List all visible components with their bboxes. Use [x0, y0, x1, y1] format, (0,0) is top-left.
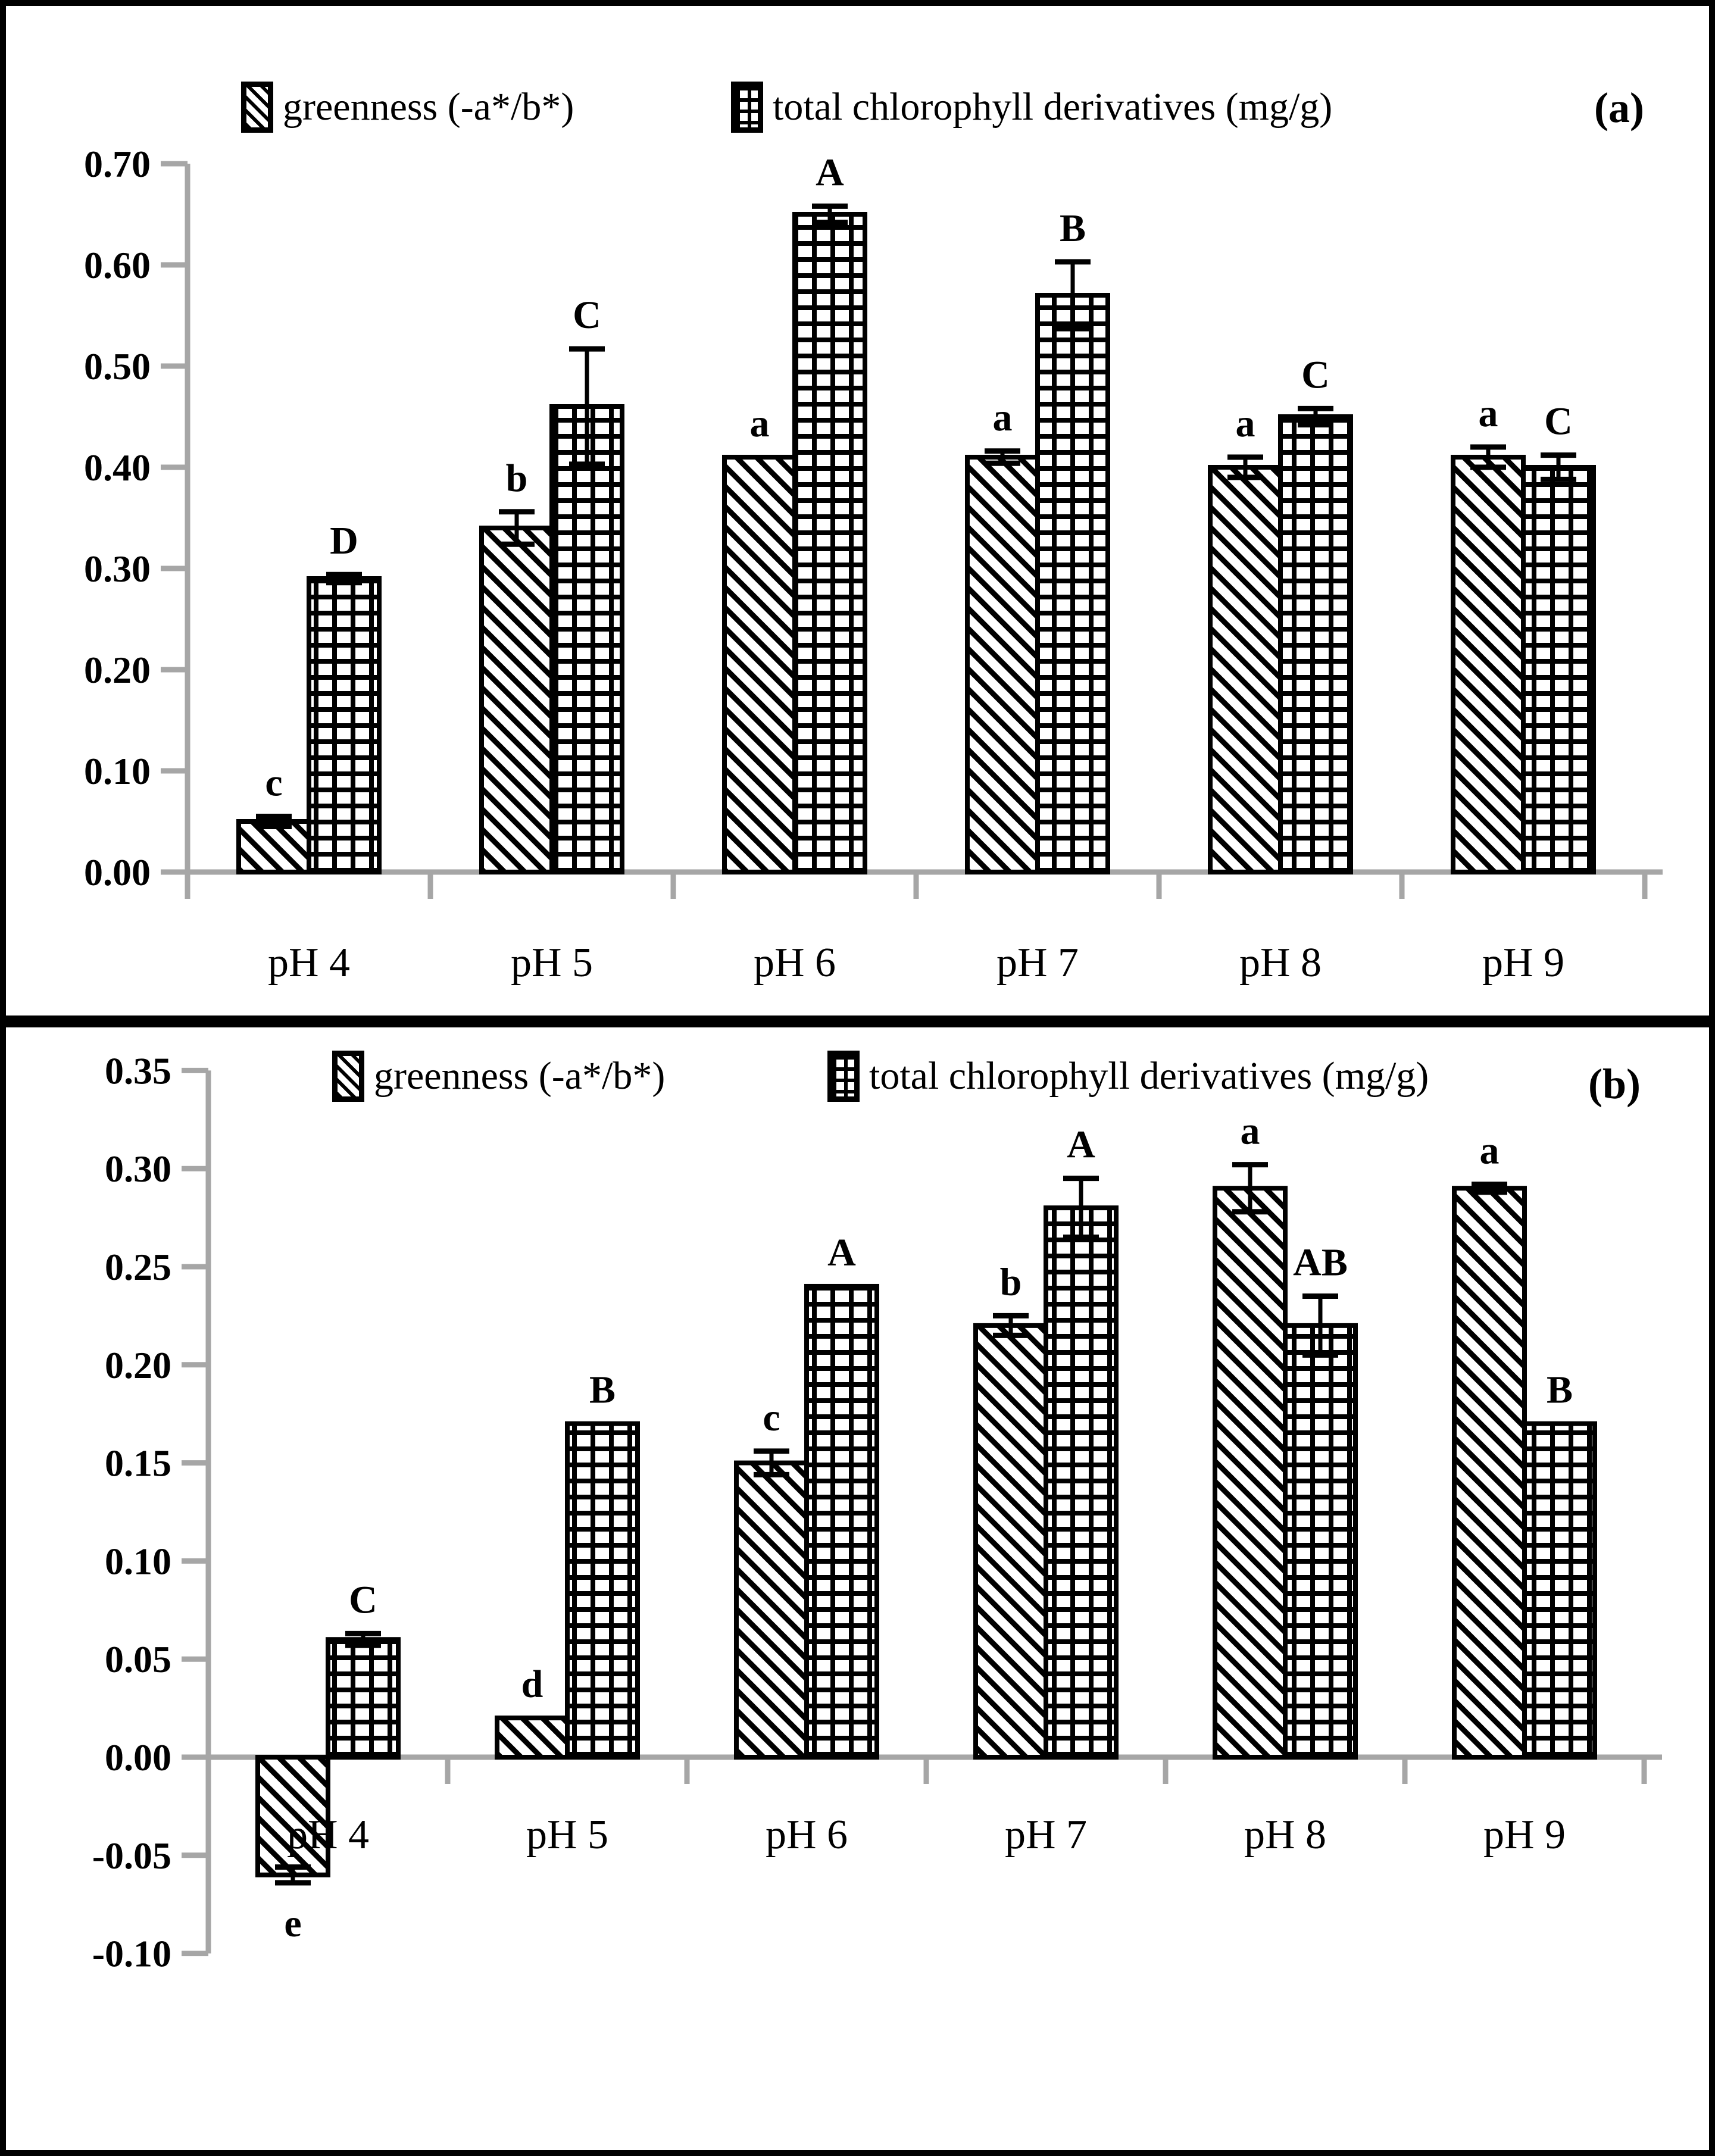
category-label: pH 8 [1244, 1812, 1326, 1858]
bar [965, 455, 1040, 874]
y-tick-label: 0.00 [84, 851, 151, 893]
significance-letter: C [573, 293, 601, 337]
significance-letter: B [1060, 207, 1086, 250]
bar [1044, 1205, 1119, 1760]
y-tick-label: 0.10 [84, 750, 151, 792]
significance-letter: a [993, 396, 1013, 439]
bar [1283, 1323, 1358, 1760]
y-tick-label: -0.10 [92, 1933, 171, 1975]
significance-letter: e [284, 1902, 301, 1945]
bar [722, 455, 797, 874]
y-tick-label: 0.40 [84, 446, 151, 489]
grid-hatch-swatch-icon [827, 1051, 860, 1102]
significance-letter: c [763, 1396, 780, 1439]
legend-item-greenness-a: greenness (-a*/b*) [241, 82, 574, 133]
y-tick-label: 0.10 [105, 1540, 171, 1582]
bar [479, 526, 554, 874]
y-tick-label: 0.30 [105, 1148, 171, 1190]
category-label: pH 4 [268, 940, 350, 986]
category-label: pH 7 [1005, 1812, 1087, 1858]
significance-letter: b [1000, 1260, 1022, 1304]
legend-item-greenness-b: greenness (-a*/b*) [332, 1051, 665, 1102]
category-label: pH 4 [287, 1812, 369, 1858]
legend-item-chlorophyll-b: total chlorophyll derivatives (mg/g) [827, 1051, 1429, 1102]
bar [495, 1716, 570, 1760]
bar [255, 1755, 330, 1877]
bar [326, 1637, 401, 1760]
significance-letter: a [1479, 392, 1498, 435]
significance-letter: c [265, 761, 282, 805]
significance-letter: d [521, 1663, 543, 1706]
category-label: pH 6 [754, 940, 836, 986]
category-label: pH 8 [1239, 940, 1322, 986]
panel-b-chart: -0.10 -0.05 0.00 0.05 0.10 0.15 0.20 0.25 0.30 0.… [92, 1049, 1662, 1975]
significance-letter: B [1547, 1368, 1573, 1412]
category-label: pH 6 [766, 1812, 848, 1858]
significance-letter: a [750, 402, 770, 445]
bar [792, 212, 867, 874]
panel-b-label: (b) [1588, 1060, 1641, 1108]
y-tick-label: -0.05 [92, 1835, 171, 1877]
bar [1522, 1421, 1597, 1760]
bar [804, 1283, 879, 1760]
panel-a-chart: 0.00 0.10 0.20 0.30 0.40 0.50 0.60 0.70 c DpH 4 b C… [84, 143, 1663, 986]
significance-letter: B [589, 1368, 616, 1412]
bar [1521, 465, 1596, 874]
bar [1208, 465, 1283, 874]
bar [1278, 414, 1353, 874]
y-tick-label: 0.60 [84, 244, 151, 286]
significance-letter: A [827, 1231, 856, 1274]
significance-letter: AB [1293, 1241, 1348, 1284]
bar [1035, 293, 1110, 874]
y-tick-label: 0.20 [84, 649, 151, 691]
category-label: pH 5 [526, 1812, 608, 1858]
y-tick-label: 0.50 [84, 345, 151, 388]
category-label: pH 9 [1482, 940, 1564, 986]
significance-letter: C [1301, 353, 1330, 396]
y-tick-label: 0.05 [105, 1638, 171, 1680]
legend-item-chlorophyll-a: total chlorophyll derivatives (mg/g) [731, 82, 1332, 133]
significance-letter: a [1480, 1129, 1500, 1173]
legend-label-chlorophyll: total chlorophyll derivatives (mg/g) [869, 1054, 1429, 1098]
legend-label-greenness: greenness (-a*/b*) [374, 1054, 666, 1098]
significance-letter: C [349, 1578, 377, 1621]
y-tick-label: 0.30 [84, 548, 151, 590]
significance-letter: a [1236, 402, 1255, 445]
legend-label-chlorophyll: total chlorophyll derivatives (mg/g) [773, 85, 1333, 129]
bar [1452, 1186, 1527, 1760]
y-tick-label: 0.15 [105, 1442, 171, 1485]
y-tick-label: 0.70 [84, 143, 151, 185]
legend-label-greenness: greenness (-a*/b*) [283, 85, 574, 129]
significance-letter: A [816, 151, 844, 194]
bar [1451, 455, 1526, 874]
panel-a-label: (a) [1594, 84, 1644, 132]
bar [307, 576, 382, 874]
significance-letter: C [1544, 400, 1573, 443]
y-tick-label: 0.35 [105, 1049, 171, 1092]
significance-letter: D [330, 519, 358, 563]
significance-letter: b [506, 457, 528, 500]
diagonal-hatch-swatch-icon [332, 1051, 364, 1102]
significance-letter: a [1241, 1110, 1260, 1153]
bar [973, 1323, 1048, 1760]
diagonal-hatch-swatch-icon [241, 82, 273, 133]
y-tick-label: 0.20 [105, 1344, 171, 1386]
category-label: pH 5 [511, 940, 593, 986]
bar [734, 1460, 809, 1760]
significance-letter: A [1067, 1123, 1095, 1167]
y-tick-label: 0.00 [105, 1736, 171, 1779]
bar [1213, 1186, 1288, 1760]
grid-hatch-swatch-icon [731, 82, 763, 133]
y-tick-label: 0.25 [105, 1246, 171, 1288]
category-label: pH 9 [1483, 1812, 1566, 1858]
panel-divider [0, 1015, 1715, 1027]
bar [565, 1421, 640, 1760]
bar [549, 404, 624, 874]
category-label: pH 7 [996, 940, 1079, 986]
